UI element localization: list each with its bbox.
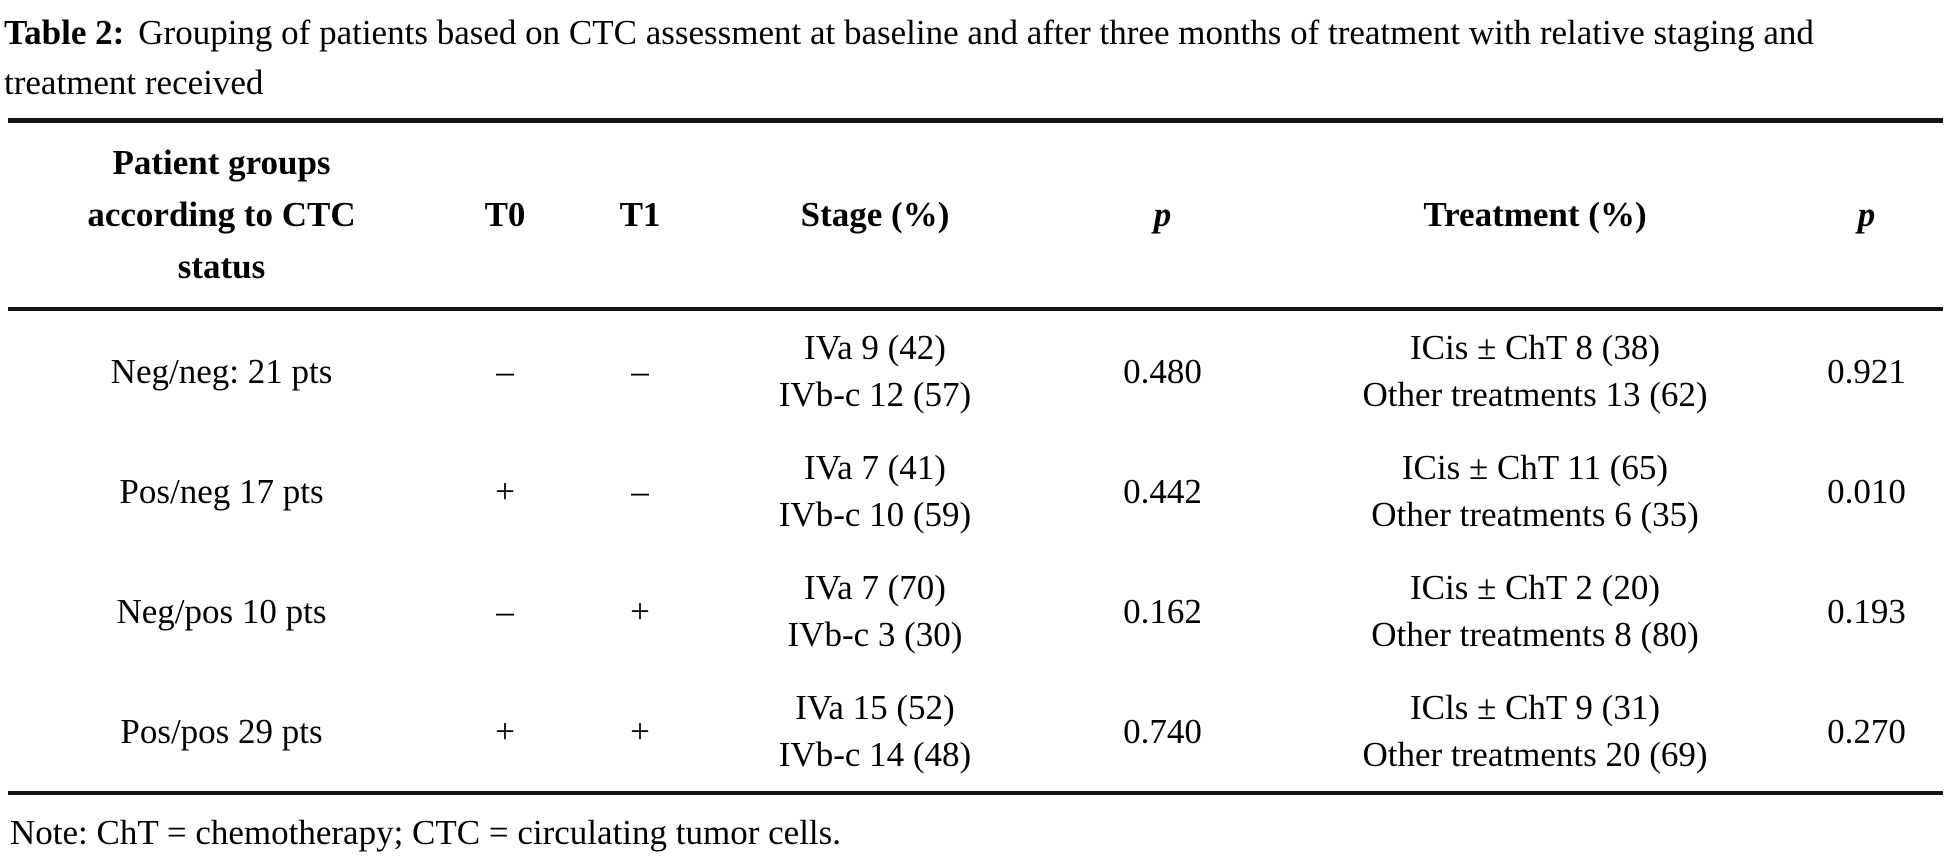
header-row: Patient groups according to CTC status T… [8,121,1943,309]
cell-p-stage: 0.162 [1123,591,1202,631]
cell-stage: IVa 9 (42) IVb-c 12 (57) [705,309,1045,431]
cell-treatment: ICis ± ChT 8 (38) Other treatments 13 (6… [1280,309,1790,431]
table-row: Pos/pos 29 pts + + IVa 15 (52) IVb-c 14 … [8,671,1943,793]
header-t0: T0 [484,195,526,234]
stage-line-1: IVa 7 (70) [804,568,946,607]
cell-t0: – [496,591,514,631]
header-p-treatment: p [1857,195,1876,234]
header-treatment: Treatment (%) [1423,195,1647,234]
cell-p-stage: 0.442 [1123,471,1202,511]
header-t1: T1 [619,195,661,234]
cell-stage: IVa 7 (41) IVb-c 10 (59) [705,431,1045,551]
caption-label: Table 2: [4,13,125,52]
cell-p-treatment: 0.010 [1827,471,1906,511]
header-patient-groups: Patient groups according to CTC status [87,143,356,286]
cell-p-treatment: 0.270 [1827,711,1906,751]
stage-line-2: IVb-c 3 (30) [787,615,963,654]
header-stage: Stage (%) [800,195,950,234]
table-body: Neg/neg: 21 pts – – IVa 9 (42) IVb-c 12 … [8,309,1943,793]
treatment-line-1: ICis ± ChT 2 (20) [1410,568,1660,607]
cell-p-treatment: 0.921 [1827,351,1906,391]
table-caption: Table 2: Grouping of patients based on CT… [0,0,1951,108]
treatment-line-1: ICls ± ChT 9 (31) [1410,688,1660,727]
treatment-line-1: ICis ± ChT 8 (38) [1410,328,1660,367]
cell-p-stage: 0.740 [1123,711,1202,751]
cell-p-stage: 0.480 [1123,351,1202,391]
cell-stage: IVa 7 (70) IVb-c 3 (30) [705,551,1045,671]
table-row: Neg/neg: 21 pts – – IVa 9 (42) IVb-c 12 … [8,309,1943,431]
cell-treatment: ICis ± ChT 11 (65) Other treatments 6 (3… [1280,431,1790,551]
treatment-line-2: Other treatments 20 (69) [1362,735,1708,774]
table-note: Note: ChT = chemotherapy; CTC = circulat… [10,813,842,852]
stage-line-1: IVa 9 (42) [804,328,946,367]
header-p-stage: p [1153,195,1172,234]
table-row: Pos/neg 17 pts + – IVa 7 (41) IVb-c 10 (… [8,431,1943,551]
cell-stage: IVa 15 (52) IVb-c 14 (48) [705,671,1045,793]
cell-t0: + [495,711,515,751]
treatment-line-1: ICis ± ChT 11 (65) [1401,448,1669,487]
patient-groups-table: Patient groups according to CTC status T… [8,118,1943,795]
cell-p-treatment: 0.193 [1827,591,1906,631]
cell-t1: + [630,591,650,631]
table-row: Neg/pos 10 pts – + IVa 7 (70) IVb-c 3 (3… [8,551,1943,671]
treatment-line-2: Other treatments 8 (80) [1371,615,1699,654]
table-header: Patient groups according to CTC status T… [8,121,1943,309]
cell-t1: – [631,471,649,511]
cell-group: Neg/pos 10 pts [116,591,327,631]
cell-group: Pos/neg 17 pts [119,471,324,511]
cell-treatment: ICls ± ChT 9 (31) Other treatments 20 (6… [1280,671,1790,793]
stage-line-1: IVa 15 (52) [795,688,955,727]
stage-line-2: IVb-c 14 (48) [778,735,972,774]
cell-t1: – [631,351,649,391]
stage-line-2: IVb-c 10 (59) [778,495,972,534]
cell-t0: – [496,351,514,391]
cell-t1: + [630,711,650,751]
treatment-line-2: Other treatments 13 (62) [1362,375,1708,414]
treatment-line-2: Other treatments 6 (35) [1371,495,1699,534]
cell-group: Neg/neg: 21 pts [110,351,333,391]
stage-line-1: IVa 7 (41) [804,448,946,487]
stage-line-2: IVb-c 12 (57) [778,375,972,414]
cell-group: Pos/pos 29 pts [120,711,323,751]
cell-t0: + [495,471,515,511]
cell-treatment: ICis ± ChT 2 (20) Other treatments 8 (80… [1280,551,1790,671]
caption-text: Grouping of patients based on CTC assess… [4,13,1814,102]
